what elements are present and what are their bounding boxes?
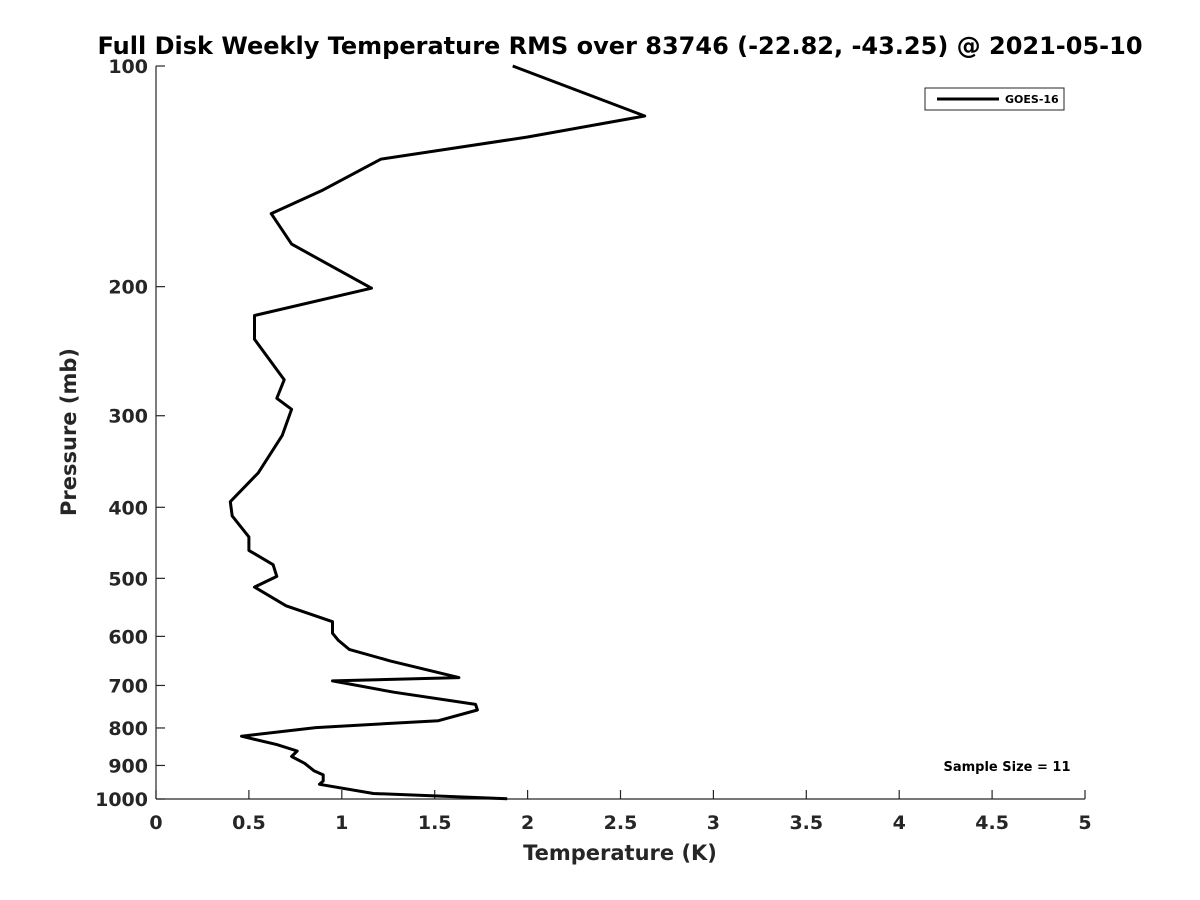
x-ticks: 0 0.5 1 1.5 2 2.5 3 3.5 4 4.5 5 (149, 790, 1092, 834)
x-tick-label: 1 (335, 812, 348, 834)
sample-size-annotation: Sample Size = 11 (943, 760, 1070, 775)
y-tick-label: 100 (108, 56, 148, 78)
y-tick-label: 200 (108, 277, 148, 299)
legend-label: GOES-16 (1005, 93, 1059, 106)
x-tick-label: 3.5 (789, 812, 823, 834)
axes (155, 66, 1085, 800)
y-tick-label: 600 (108, 626, 148, 648)
y-tick-label: 700 (108, 675, 148, 697)
y-tick-label: 900 (108, 755, 148, 777)
chart-title: Full Disk Weekly Temperature RMS over 83… (97, 32, 1142, 60)
x-tick-label: 0.5 (232, 812, 266, 834)
series-line-goes-16 (228, 64, 647, 801)
y-axis-label: Pressure (mb) (57, 348, 81, 516)
x-tick-label: 4 (893, 812, 906, 834)
x-tick-label: 0 (149, 812, 162, 834)
x-axis-label: Temperature (K) (523, 841, 717, 865)
y-tick-label: 300 (108, 406, 148, 428)
x-tick-label: 3 (707, 812, 720, 834)
x-tick-label: 5 (1078, 812, 1091, 834)
y-ticks: 100 200 300 400 500 600 700 800 900 1000 (95, 56, 165, 811)
y-tick-label: 500 (108, 568, 148, 590)
legend: GOES-16 (924, 87, 1065, 111)
y-tick-label: 1000 (95, 789, 148, 811)
x-tick-label: 1.5 (418, 812, 452, 834)
y-tick-label: 400 (108, 497, 148, 519)
x-tick-label: 4.5 (975, 812, 1009, 834)
x-tick-label: 2.5 (604, 812, 638, 834)
x-tick-label: 2 (521, 812, 534, 834)
y-tick-label: 800 (108, 718, 148, 740)
